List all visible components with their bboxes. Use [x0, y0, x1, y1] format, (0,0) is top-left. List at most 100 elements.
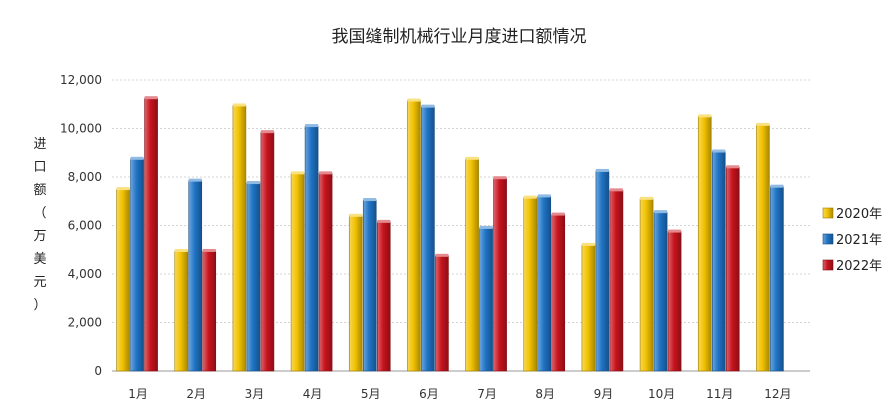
bar-2020年-12月 — [756, 124, 770, 372]
x-tick-label: 8月 — [535, 387, 555, 401]
gridlines — [112, 79, 810, 372]
bar-2022年-4月 — [318, 173, 333, 372]
y-axis-label-char: （ — [33, 206, 46, 221]
legend-swatch — [822, 207, 834, 219]
bar-cap — [421, 104, 435, 108]
bar-2022年-11月 — [725, 167, 740, 372]
bar-cap — [770, 184, 784, 188]
x-tick-label: 10月 — [648, 387, 675, 401]
legend-label: 2021年 — [836, 233, 882, 248]
bar-cap — [116, 187, 130, 191]
bar-2021年-4月 — [304, 125, 319, 372]
x-tick-label: 1月 — [128, 387, 148, 401]
y-axis-label-char: 额 — [33, 183, 46, 198]
bar-cap — [291, 171, 305, 175]
bar-cap — [640, 196, 654, 200]
legend-label: 2020年 — [836, 207, 882, 222]
bar-cap — [465, 156, 479, 160]
legend: 2020年 2021年 2022年 — [822, 207, 882, 274]
bar-2021年-11月 — [711, 151, 726, 372]
y-tick-label: 4,000 — [68, 267, 102, 281]
bar-cap — [174, 248, 188, 252]
legend-label: 2022年 — [836, 259, 882, 274]
x-tick-label: 2月 — [186, 387, 206, 401]
bar-cap — [595, 168, 609, 172]
y-axis-label: 进口额 （ 万美元 ） — [33, 137, 46, 313]
bar-cap — [319, 171, 333, 175]
bar-cap — [349, 213, 363, 217]
bar-2022年-7月 — [493, 177, 507, 372]
bar-2022年-2月 — [202, 250, 217, 372]
legend-swatch — [822, 259, 834, 271]
bar-2020年-7月 — [465, 158, 479, 372]
bar-cap — [756, 122, 770, 126]
bar-2020年-8月 — [523, 197, 538, 372]
bar-2020年-6月 — [407, 100, 421, 372]
bar-2021年-6月 — [421, 106, 435, 372]
bar-cap — [698, 114, 712, 118]
bar-cap — [377, 219, 391, 223]
bar-cap — [581, 242, 595, 246]
bar-2022年-6月 — [435, 255, 449, 372]
y-axis-label-char: 美 — [33, 252, 46, 267]
bar-cap — [537, 194, 551, 198]
bar-cap — [654, 210, 668, 214]
bar-cap — [712, 149, 726, 153]
y-axis-label-char: 口 — [33, 160, 46, 175]
bar-cap — [260, 130, 274, 134]
bar-2020年-4月 — [290, 173, 305, 372]
bar-2021年-12月 — [770, 186, 784, 372]
bar-2021年-5月 — [362, 199, 377, 372]
bar-cap — [551, 212, 565, 216]
bar-2022年-3月 — [260, 131, 275, 372]
bar-2022年-8月 — [551, 214, 566, 372]
x-tick-label: 4月 — [303, 387, 323, 401]
x-tick-label: 3月 — [245, 387, 265, 401]
bar-2021年-8月 — [537, 196, 552, 372]
legend-swatch — [822, 233, 834, 245]
bar-cap — [246, 181, 260, 185]
bar-2020年-2月 — [174, 250, 189, 372]
y-axis-label-char: ） — [33, 298, 46, 313]
y-tick-label: 8,000 — [68, 170, 102, 184]
bar-2021年-7月 — [479, 227, 493, 372]
bar-cap — [493, 176, 507, 180]
bars — [116, 96, 784, 372]
y-tick-label: 6,000 — [68, 219, 102, 233]
bar-cap — [363, 198, 377, 202]
bar-2020年-9月 — [581, 244, 596, 372]
bar-cap — [407, 98, 421, 102]
bar-2022年-10月 — [667, 231, 682, 372]
y-axis-label-char: 元 — [33, 275, 46, 290]
y-axis-label-char: 进 — [33, 137, 46, 152]
y-tick-label: 10,000 — [60, 122, 102, 136]
x-tick-label: 11月 — [706, 387, 733, 401]
bar-2020年-3月 — [232, 105, 247, 372]
x-tick-label: 9月 — [594, 387, 614, 401]
bar-2021年-10月 — [653, 211, 668, 372]
bar-2020年-1月 — [116, 188, 130, 372]
bar-2022年-5月 — [376, 221, 391, 372]
x-tick-label: 5月 — [361, 387, 381, 401]
chart-title: 我国缝制机械行业月度进口额情况 — [332, 27, 587, 47]
bar-cap — [609, 188, 623, 192]
bar-2020年-11月 — [697, 116, 712, 372]
bar-cap — [130, 156, 144, 160]
y-tick-label: 12,000 — [60, 73, 102, 87]
x-tick-label: 12月 — [764, 387, 791, 401]
bar-cap — [144, 96, 158, 100]
bar-cap — [305, 124, 319, 128]
bar-2021年-9月 — [595, 170, 610, 372]
bar-2022年-9月 — [609, 190, 624, 372]
bar-2021年-1月 — [130, 158, 144, 372]
y-tick-label: 0 — [94, 364, 102, 378]
bar-cap — [202, 248, 216, 252]
bar-2021年-3月 — [246, 182, 261, 372]
y-axis-label-char: 万 — [33, 229, 46, 244]
bar-cap — [523, 195, 537, 199]
bar-2020年-10月 — [639, 198, 654, 372]
x-tick-label: 6月 — [419, 387, 439, 401]
bar-cap — [479, 225, 493, 229]
bar-2021年-2月 — [188, 180, 203, 372]
